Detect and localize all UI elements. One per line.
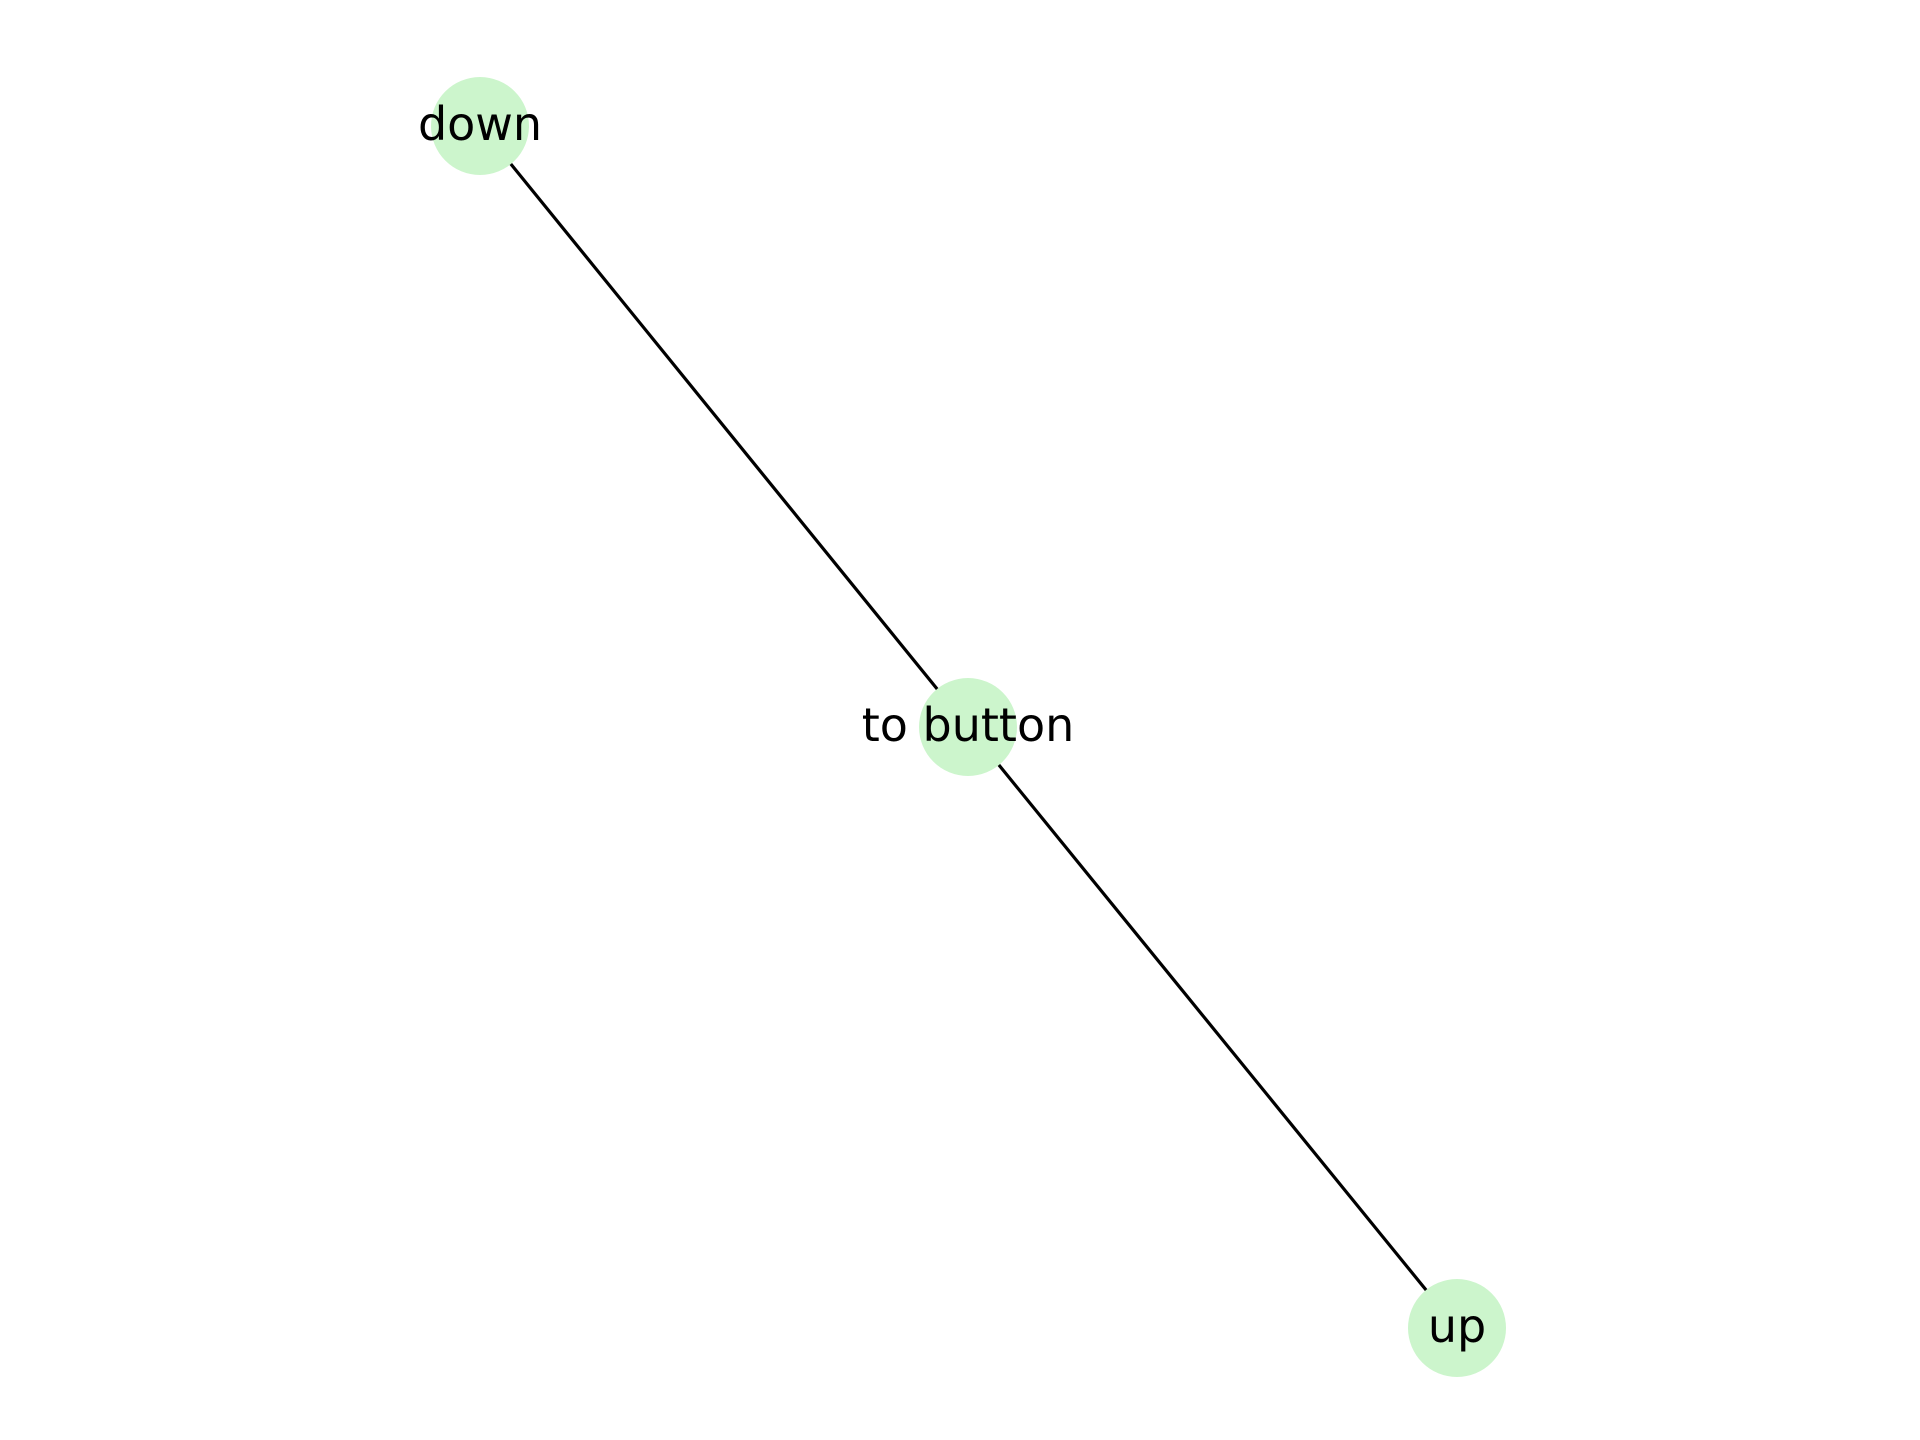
node-to-button: to button — [862, 678, 1075, 776]
node-to-button-label: to button — [862, 698, 1075, 752]
node-to-button-circle — [919, 678, 1017, 776]
edge-to-button-up — [966, 725, 1459, 1330]
edges-layer — [478, 124, 1459, 1330]
node-up: up — [1408, 1279, 1506, 1377]
node-down-label: down — [418, 97, 542, 151]
nodes-layer: down to button up — [418, 77, 1506, 1377]
edge-down-to-button — [478, 124, 970, 729]
node-down-circle — [431, 77, 529, 175]
node-up-circle — [1408, 1279, 1506, 1377]
node-down: down — [418, 77, 542, 175]
node-up-label: up — [1428, 1299, 1486, 1353]
